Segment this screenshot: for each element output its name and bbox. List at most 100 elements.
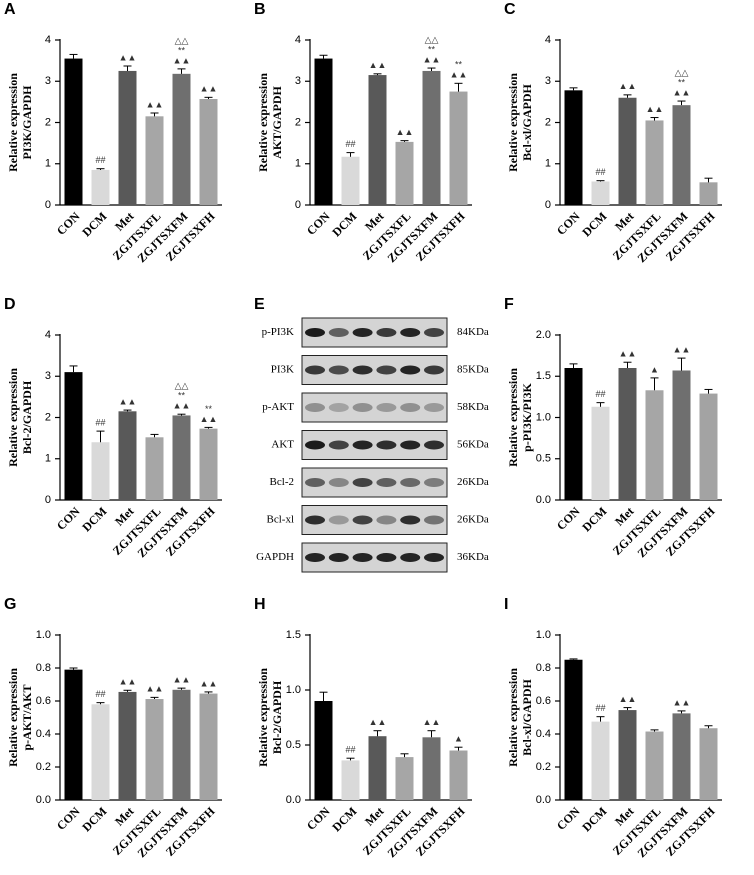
significance-mark: ▲▲ [619, 694, 637, 704]
significance-mark: ## [95, 689, 105, 699]
significance-mark: ▲▲ [200, 678, 218, 688]
panel-letter: G [4, 596, 16, 613]
blot-band [328, 440, 349, 450]
bar [199, 98, 218, 205]
y-tick-label: 1 [45, 453, 51, 465]
blot-strip [301, 317, 448, 348]
blot-size-label: 84KDa [457, 326, 489, 338]
x-tick-label: DCM [79, 804, 109, 834]
y-tick-label: 0.2 [36, 761, 51, 773]
bar [645, 731, 664, 800]
significance-mark: ▲▲ [119, 52, 137, 62]
bar [199, 428, 218, 500]
blot-strip [301, 355, 448, 385]
panel-letter: F [504, 296, 514, 313]
panel-letter: B [254, 1, 266, 18]
y-tick-label: 0.6 [536, 695, 551, 707]
significance-mark: ** [178, 45, 186, 55]
blot-band [376, 440, 397, 450]
blot-band [424, 440, 444, 450]
blot-protein-label: Bcl-xl [267, 514, 295, 526]
blot-strip [301, 505, 448, 535]
bar [591, 181, 610, 205]
significance-mark: ▲▲ [369, 60, 387, 70]
bar [672, 713, 691, 800]
blot-band [305, 553, 325, 562]
significance-mark: ▲▲ [673, 87, 691, 97]
y-tick-label: 2 [45, 411, 51, 423]
y-tick-label: 1.0 [536, 629, 551, 641]
bar [564, 368, 583, 500]
y-axis-label: p-PI3K/PI3K [520, 382, 534, 451]
y-tick-label: 0.4 [536, 728, 551, 740]
bar [591, 406, 610, 500]
blot-band [376, 478, 397, 487]
blot-band [352, 365, 373, 375]
blot-band [424, 365, 444, 375]
bar [91, 169, 110, 205]
blot-band [328, 515, 349, 525]
bar [341, 760, 360, 800]
blot-band [305, 403, 325, 412]
y-tick-label: 0.0 [536, 494, 551, 506]
significance-mark: ## [595, 389, 605, 399]
y-tick-label: 0 [545, 199, 551, 211]
y-tick-label: 0.5 [286, 739, 301, 751]
y-axis-label: Bcl-2/GAPDH [20, 380, 34, 454]
blot-band [305, 328, 325, 337]
y-axis-label: Relative expression [6, 368, 20, 467]
significance-mark: ## [345, 745, 355, 755]
blot-strip [301, 467, 448, 498]
y-axis-label: Relative expression [6, 668, 20, 767]
bar [145, 699, 164, 800]
significance-mark: ## [595, 703, 605, 713]
significance-mark: ▲▲ [619, 349, 637, 359]
x-tick-label: CON [554, 209, 583, 238]
bar [618, 710, 637, 800]
significance-mark: △△ [425, 34, 439, 44]
x-tick-label: CON [54, 209, 83, 238]
bar [64, 58, 83, 205]
significance-mark: ▲▲ [450, 70, 468, 80]
y-tick-label: 2 [45, 116, 51, 128]
significance-mark: ▲▲ [396, 127, 414, 137]
x-tick-label: DCM [579, 504, 609, 534]
blot-band [328, 553, 349, 562]
bar [449, 750, 468, 800]
y-tick-label: 1.0 [536, 411, 551, 423]
blot-band [400, 440, 421, 450]
bar [172, 689, 191, 800]
blot-band [305, 478, 325, 487]
bar [645, 390, 664, 500]
significance-mark: ▲▲ [369, 717, 387, 727]
significance-mark: ** [178, 391, 186, 401]
significance-mark: △△ [175, 381, 189, 391]
significance-mark: ▲▲ [173, 401, 191, 411]
blot-protein-label: p-PI3K [262, 326, 294, 338]
blot-protein-label: GAPDH [256, 551, 294, 563]
y-tick-label: 4 [295, 34, 301, 46]
significance-mark: ▲▲ [173, 55, 191, 65]
significance-mark: ▲ [454, 734, 463, 744]
y-axis-label: AKT/GAPDH [270, 86, 284, 159]
x-tick-label: DCM [579, 804, 609, 834]
significance-mark: ▲▲ [673, 344, 691, 354]
blot-band [400, 553, 421, 562]
x-tick-label: DCM [79, 504, 109, 534]
blot-band [376, 365, 397, 375]
blot-band [400, 403, 421, 412]
y-tick-label: 0.8 [536, 662, 551, 674]
significance-mark: ** [455, 60, 463, 70]
bar [672, 370, 691, 500]
bar [368, 736, 387, 800]
y-tick-label: 1 [545, 158, 551, 170]
y-tick-label: 0.5 [536, 453, 551, 465]
y-tick-label: 2.0 [536, 329, 551, 341]
blot-size-label: 56KDa [457, 439, 489, 451]
bar [199, 693, 218, 800]
y-tick-label: 1.5 [286, 629, 301, 641]
blot-protein-label: p-AKT [262, 401, 294, 413]
y-tick-label: 0.8 [36, 662, 51, 674]
y-tick-label: 0.0 [36, 794, 51, 806]
blot-strip [301, 542, 448, 573]
